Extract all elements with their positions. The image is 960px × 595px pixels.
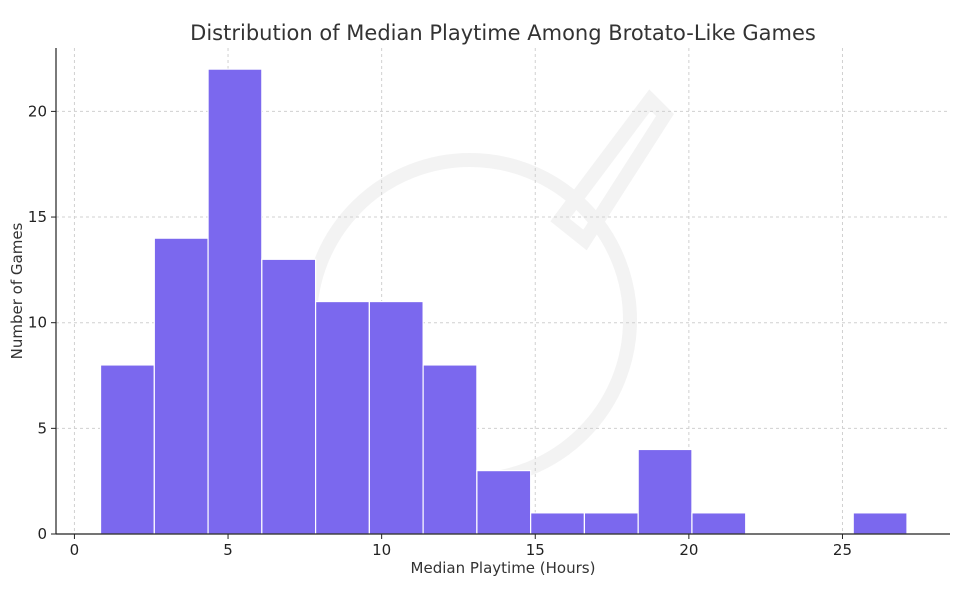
chart-title: Distribution of Median Playtime Among Br… bbox=[190, 21, 816, 45]
x-tick-label: 0 bbox=[70, 541, 80, 559]
bars bbox=[99, 68, 908, 535]
histogram-bar bbox=[207, 68, 263, 535]
x-tick-label: 25 bbox=[833, 541, 852, 559]
histogram-bar bbox=[261, 258, 317, 535]
histogram-bar bbox=[99, 364, 155, 535]
x-axis-label: Median Playtime (Hours) bbox=[411, 559, 596, 577]
y-tick-label: 0 bbox=[37, 525, 47, 543]
x-tick-label: 20 bbox=[679, 541, 698, 559]
y-tick-label: 5 bbox=[37, 419, 47, 437]
axes bbox=[55, 48, 950, 535]
histogram-bar bbox=[368, 300, 424, 535]
histogram-bar bbox=[530, 512, 586, 535]
x-tick-label: 15 bbox=[526, 541, 545, 559]
histogram-bar bbox=[852, 512, 908, 535]
y-axis-label: Number of Games bbox=[8, 222, 26, 359]
ticks: 0 5 10 15 20 25 0 5 10 15 20 bbox=[28, 102, 852, 559]
x-tick-label: 10 bbox=[372, 541, 391, 559]
histogram-bar bbox=[637, 448, 693, 535]
histogram-bar bbox=[422, 364, 478, 535]
histogram-bar bbox=[583, 512, 639, 535]
histogram-bar bbox=[153, 237, 209, 535]
y-tick-label: 20 bbox=[28, 102, 47, 120]
y-tick-label: 10 bbox=[28, 314, 47, 332]
histogram-bar bbox=[314, 300, 370, 535]
x-tick-label: 5 bbox=[223, 541, 233, 559]
histogram-bar bbox=[691, 512, 747, 535]
y-tick-label: 15 bbox=[28, 208, 47, 226]
histogram-bar bbox=[476, 470, 532, 535]
